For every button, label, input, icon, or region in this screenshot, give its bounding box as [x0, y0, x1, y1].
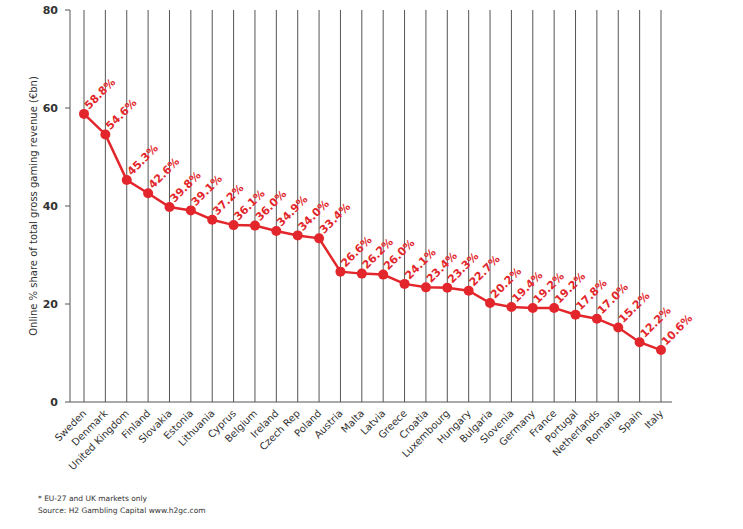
grid-line	[618, 10, 619, 402]
data-marker	[293, 230, 303, 240]
data-label: 54.6%	[103, 96, 139, 132]
grid-line	[425, 10, 426, 402]
data-marker	[656, 345, 666, 355]
grid-line	[532, 10, 533, 402]
data-marker	[592, 314, 602, 324]
data-marker	[400, 279, 410, 289]
data-label: 15.2%	[616, 289, 652, 325]
data-marker	[335, 267, 345, 277]
data-marker	[229, 220, 239, 230]
grid-line	[511, 10, 512, 402]
grid-line	[554, 10, 555, 402]
data-marker	[613, 323, 623, 333]
y-tick	[65, 10, 70, 11]
grid-line	[661, 10, 662, 402]
data-marker	[314, 233, 324, 243]
grid-line	[361, 10, 362, 402]
data-marker	[207, 215, 217, 225]
data-marker	[528, 303, 538, 313]
grid-line	[126, 10, 127, 402]
data-marker	[464, 286, 474, 296]
y-tick-label: 80	[43, 4, 59, 17]
data-marker	[506, 302, 516, 312]
data-marker	[79, 109, 89, 119]
grid-line	[84, 10, 85, 402]
y-tick-label: 20	[43, 298, 59, 311]
data-marker	[635, 337, 645, 347]
x-tick-label: Austria	[312, 408, 345, 441]
x-axis-line	[70, 402, 672, 403]
series-line	[84, 114, 661, 350]
data-label: 10.6%	[659, 312, 695, 348]
grid-line	[383, 10, 384, 402]
y-tick-label: 0	[50, 396, 58, 409]
x-tick-label: Spain	[616, 408, 644, 436]
grid-line	[468, 10, 469, 402]
data-marker	[164, 202, 174, 212]
grid-line	[404, 10, 405, 402]
data-label: 58.8%	[82, 76, 118, 112]
grid-line	[575, 10, 576, 402]
data-marker	[378, 270, 388, 280]
chart-root: 0 20 40 60 80 Online % share of total gross g…	[0, 0, 743, 529]
footnote: * EU-27 and UK markets only	[38, 494, 148, 503]
x-tick-label: United Kingdom	[67, 408, 132, 473]
data-label: 33.4%	[317, 200, 353, 236]
y-tick	[65, 402, 70, 403]
grid-line	[490, 10, 491, 402]
grid-line	[148, 10, 149, 402]
y-tick-label: 60	[43, 102, 59, 115]
y-axis-label: Online % share of total gross gaming rev…	[28, 76, 39, 336]
data-marker	[442, 283, 452, 293]
y-tick-label: 40	[43, 200, 59, 213]
data-marker	[100, 129, 110, 139]
footnote: Source: H2 Gambling Capital www.h2gc.com	[38, 506, 206, 515]
chart-svg: 0 20 40 60 80 Online % share of total gross g…	[0, 0, 743, 529]
plot-group	[79, 109, 666, 355]
y-tick	[65, 108, 70, 109]
data-marker	[571, 310, 581, 320]
data-marker	[485, 298, 495, 308]
data-marker	[122, 175, 132, 185]
data-marker	[143, 188, 153, 198]
data-marker	[421, 282, 431, 292]
grid-line	[105, 10, 106, 402]
data-marker	[250, 221, 260, 231]
grid-line	[596, 10, 597, 402]
data-marker	[271, 226, 281, 236]
x-tick-label: Italy	[642, 408, 665, 431]
y-tick	[65, 304, 70, 305]
y-tick	[65, 206, 70, 207]
grid-line	[233, 10, 234, 402]
data-marker	[549, 303, 559, 313]
grid-line	[447, 10, 448, 402]
data-marker	[186, 205, 196, 215]
data-marker	[357, 269, 367, 279]
